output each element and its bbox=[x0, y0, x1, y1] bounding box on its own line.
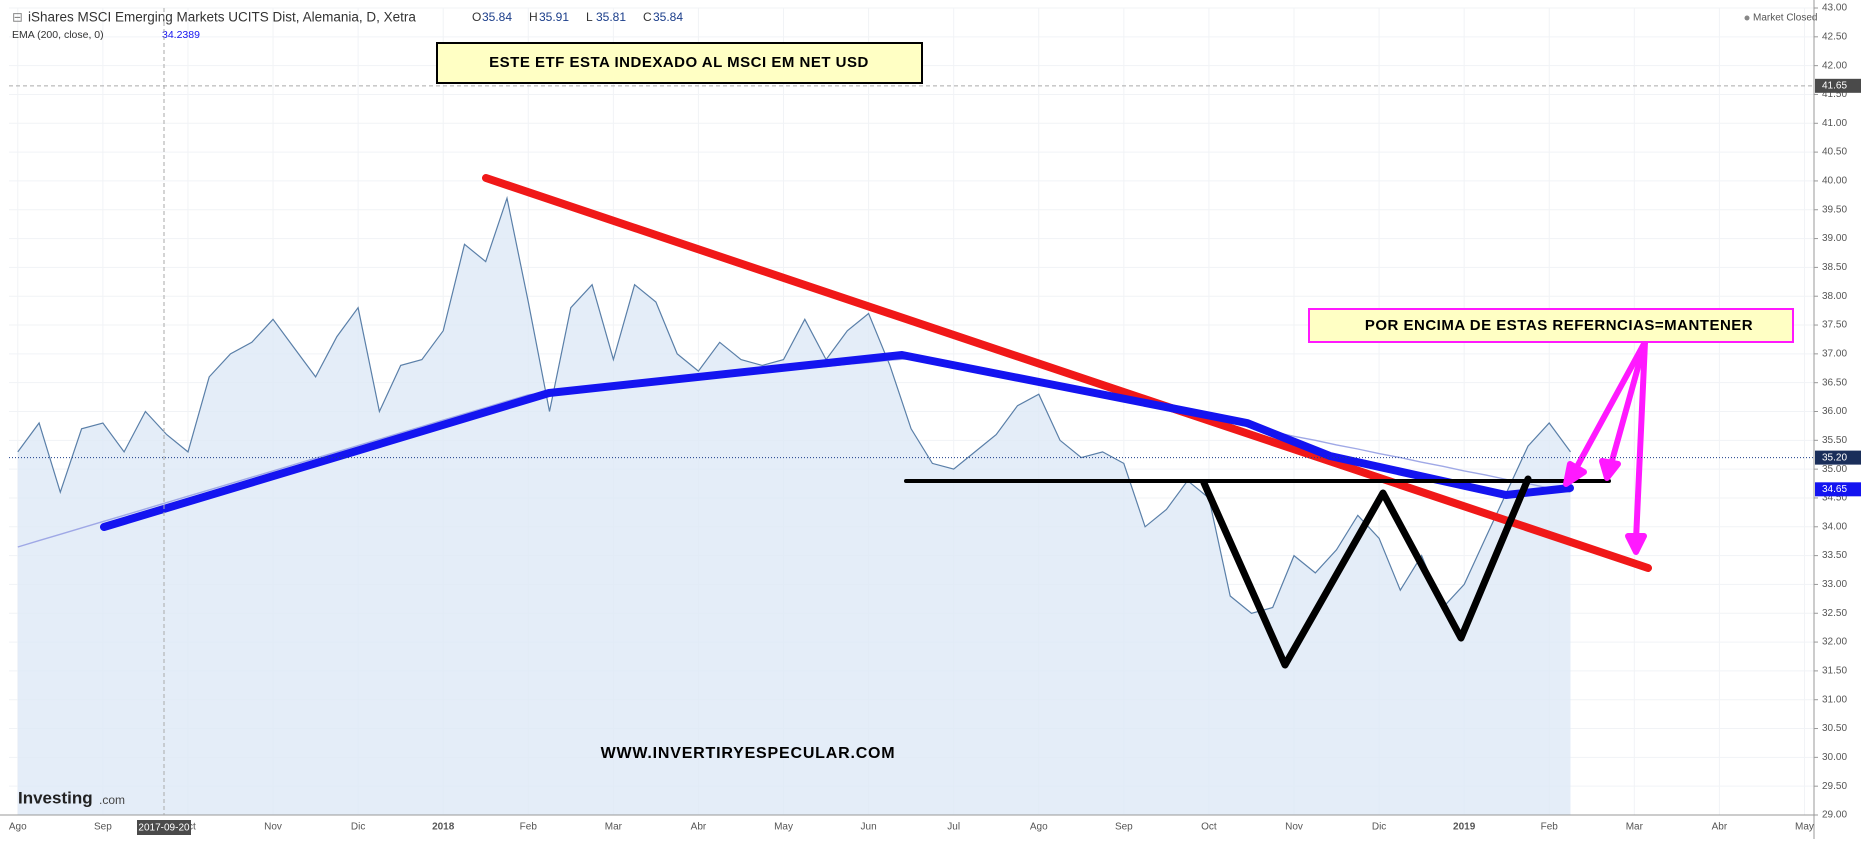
annotation-text: POR ENCIMA DE ESTAS REFERNCIAS=MANTENER bbox=[1365, 317, 1753, 334]
crosshair-tag bbox=[1815, 78, 1861, 93]
y-tick-label: 29.00 bbox=[1822, 810, 1847, 821]
y-tick-label: 31.50 bbox=[1822, 666, 1847, 677]
last-price-label: 35.20 bbox=[1822, 452, 1847, 463]
y-tick-label: 32.50 bbox=[1822, 608, 1847, 619]
y-tick-label: 43.00 bbox=[1822, 3, 1847, 14]
x-tick-label: Nov bbox=[1285, 822, 1303, 833]
y-tick-label: 35.50 bbox=[1822, 435, 1847, 446]
y-tick-label: 29.50 bbox=[1822, 781, 1847, 792]
arrow bbox=[1607, 339, 1648, 471]
crosshair-date-tag bbox=[137, 820, 191, 835]
crosshair-date: 2017-09-20 bbox=[138, 823, 190, 834]
ema-tag-label: 34.65 bbox=[1822, 484, 1847, 495]
arrow-head bbox=[1599, 458, 1621, 481]
x-tick-label: Dic bbox=[351, 822, 365, 833]
x-tick-label: Nov bbox=[264, 822, 282, 833]
y-tick-label: 33.50 bbox=[1822, 550, 1847, 561]
ohlc-value: 35.84 bbox=[653, 10, 683, 24]
y-tick-label: 34.00 bbox=[1822, 521, 1847, 532]
price-line bbox=[17, 195, 1571, 614]
y-tick-label: 37.50 bbox=[1822, 320, 1847, 331]
x-tick-label: Dic bbox=[1372, 822, 1386, 833]
y-tick-label: 30.00 bbox=[1822, 752, 1847, 763]
ohlc-value: 35.84 bbox=[482, 10, 512, 24]
y-tick-label: 37.00 bbox=[1822, 348, 1847, 359]
x-tick-label: May bbox=[1795, 822, 1814, 833]
annotation-box bbox=[1308, 308, 1794, 343]
trend-line bbox=[482, 174, 1652, 572]
x-tick-label: Abr bbox=[691, 822, 707, 833]
y-tick-label: 39.00 bbox=[1822, 233, 1847, 244]
brand: Investing bbox=[18, 788, 93, 807]
ohlc-key: O bbox=[472, 10, 481, 24]
y-tick-label: 30.50 bbox=[1822, 723, 1847, 734]
y-tick-label: 36.50 bbox=[1822, 377, 1847, 388]
arrow-head bbox=[1563, 461, 1587, 487]
ohlc: O 35.84 H 35.91 L 35.81 C 35.84 bbox=[472, 10, 683, 24]
market-status: Market Closed bbox=[1753, 13, 1817, 24]
y-tick-label: 40.50 bbox=[1822, 147, 1847, 158]
y-tick-label: 35.00 bbox=[1822, 464, 1847, 475]
x-tick-label: Ago bbox=[1030, 822, 1048, 833]
y-tick-label: 41.50 bbox=[1822, 89, 1847, 100]
arrow bbox=[1633, 339, 1648, 543]
y-tick-label: 32.00 bbox=[1822, 637, 1847, 648]
y-tick-label: 34.50 bbox=[1822, 493, 1847, 504]
chart-title: iShares MSCI Emerging Markets UCITS Dist… bbox=[28, 10, 416, 25]
annotation-box bbox=[436, 42, 923, 84]
x-tick-label: Jun bbox=[861, 822, 877, 833]
ohlc-value: 35.81 bbox=[596, 10, 626, 24]
arrows bbox=[1563, 339, 1648, 555]
crosshair-price: 41.65 bbox=[1822, 80, 1847, 91]
x-tick-label: Mar bbox=[1626, 822, 1644, 833]
w-pattern bbox=[1200, 475, 1532, 669]
ohlc-key: C bbox=[643, 10, 652, 24]
x-tick-label: Abr bbox=[1712, 822, 1728, 833]
status-dot bbox=[1744, 15, 1750, 21]
y-tick-label: 39.50 bbox=[1822, 204, 1847, 215]
x-tick-label: 2019 bbox=[1453, 822, 1476, 833]
y-tick-label: 38.50 bbox=[1822, 262, 1847, 273]
ema-tag bbox=[1815, 482, 1861, 497]
y-tick-label: 31.00 bbox=[1822, 694, 1847, 705]
indicator-name: EMA (200, close, 0) bbox=[12, 29, 104, 41]
website: WWW.INVERTIRYESPECULAR.COM bbox=[601, 745, 896, 762]
x-tick-label: Ago bbox=[9, 822, 27, 833]
y-tick-label: 42.00 bbox=[1822, 60, 1847, 71]
arrow-head bbox=[1625, 533, 1647, 555]
x-tick-label: Oct bbox=[1201, 822, 1217, 833]
indicator-value: 34.2389 bbox=[162, 29, 200, 41]
last-price-tag bbox=[1815, 450, 1861, 465]
x-tick-label: Feb bbox=[1541, 822, 1559, 833]
x-tick-label: Jul bbox=[947, 822, 960, 833]
y-tick-label: 38.00 bbox=[1822, 291, 1847, 302]
annotation-text: ESTE ETF ESTA INDEXADO AL MSCI EM NET US… bbox=[489, 54, 869, 71]
x-tick-label: May bbox=[774, 822, 793, 833]
y-tick-label: 36.00 bbox=[1822, 406, 1847, 417]
x-tick-label: Mar bbox=[605, 822, 623, 833]
arrow bbox=[1570, 339, 1648, 477]
x-tick-label: 2018 bbox=[432, 822, 455, 833]
y-tick-label: 33.00 bbox=[1822, 579, 1847, 590]
y-tick-label: 42.50 bbox=[1822, 31, 1847, 42]
brand-suffix: .com bbox=[99, 793, 125, 807]
y-tick-label: 40.00 bbox=[1822, 176, 1847, 187]
collapse-icon[interactable]: ⊟ bbox=[12, 9, 23, 24]
area bbox=[17, 198, 1571, 815]
ohlc-key: H bbox=[529, 10, 538, 24]
ohlc-key: L bbox=[586, 10, 593, 24]
drawings bbox=[100, 174, 1652, 669]
y-tick-label: 41.00 bbox=[1822, 118, 1847, 129]
x-tick-label: Feb bbox=[520, 822, 538, 833]
ohlc-value: 35.91 bbox=[539, 10, 569, 24]
x-tick-label: Sep bbox=[94, 822, 112, 833]
ema-drawing bbox=[100, 351, 1574, 531]
x-tick-label: Sep bbox=[1115, 822, 1133, 833]
